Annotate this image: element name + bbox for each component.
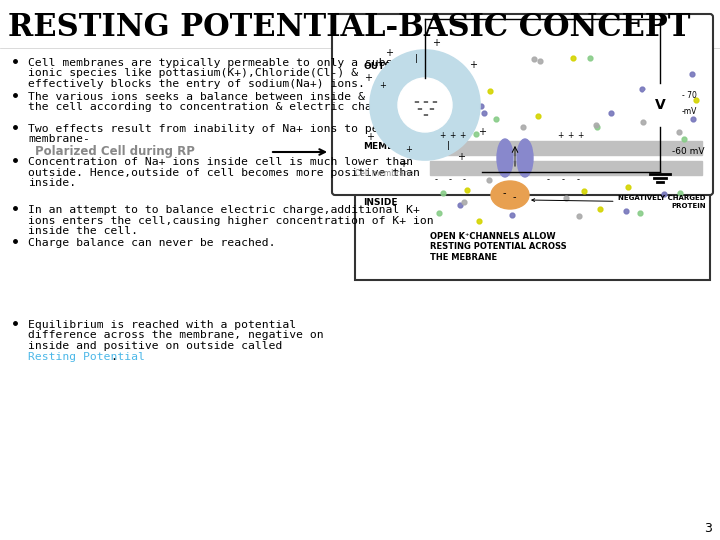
Text: +: + <box>400 159 408 169</box>
Text: +: + <box>557 131 563 140</box>
FancyBboxPatch shape <box>355 50 710 280</box>
Text: +: + <box>577 131 583 140</box>
Ellipse shape <box>491 181 529 209</box>
Text: In an attempt to to balance electric charge,additional K+: In an attempt to to balance electric cha… <box>28 205 420 215</box>
Text: V: V <box>654 98 665 112</box>
Text: .: . <box>110 352 117 361</box>
Text: +: + <box>366 132 374 141</box>
Text: +: + <box>459 131 465 140</box>
Text: inside the cell.: inside the cell. <box>28 226 138 236</box>
Text: +: + <box>469 59 477 70</box>
Bar <box>430 141 702 155</box>
Text: =: = <box>431 99 437 105</box>
Text: Charge balance can never be reached.: Charge balance can never be reached. <box>28 238 276 248</box>
Text: ions enters the cell,causing higher concentration of K+ ion: ions enters the cell,causing higher conc… <box>28 215 433 226</box>
Text: =: = <box>422 112 428 118</box>
Text: +: + <box>405 145 413 154</box>
Text: -: - <box>449 175 455 184</box>
Text: +: + <box>567 131 573 140</box>
Text: Equilibrium is reached with a potential: Equilibrium is reached with a potential <box>28 320 296 330</box>
Text: Two effects result from inability of Na+ ions to penetrate: Two effects result from inability of Na+… <box>28 124 427 134</box>
Text: RESTING POTENTIAL-BASIC CONCEPT: RESTING POTENTIAL-BASIC CONCEPT <box>8 12 690 43</box>
Text: inside.: inside. <box>28 178 76 188</box>
Text: =: = <box>428 106 434 112</box>
Text: MEMBRANE: MEMBRANE <box>363 142 422 151</box>
Text: Resting Potential: Resting Potential <box>28 352 145 361</box>
Ellipse shape <box>497 139 513 177</box>
Text: INSIDE: INSIDE <box>363 198 397 207</box>
Text: difference across the membrane, negative on: difference across the membrane, negative… <box>28 330 323 341</box>
Circle shape <box>398 78 452 132</box>
Text: Cell membranes are typically permeable to only a subset of: Cell membranes are typically permeable t… <box>28 58 427 68</box>
Text: inside and positive on outside called: inside and positive on outside called <box>28 341 282 351</box>
Text: effectively blocks the entry of sodium(Na+) ions.: effectively blocks the entry of sodium(N… <box>28 79 365 89</box>
Ellipse shape <box>517 139 533 177</box>
Text: outside. Hence,outside of cell becomes more positive than: outside. Hence,outside of cell becomes m… <box>28 167 420 178</box>
Text: +: + <box>457 152 465 161</box>
Text: -: - <box>547 175 553 184</box>
Text: -60 mV: -60 mV <box>672 146 705 156</box>
Text: The various ions seeks a balance between inside & outside: The various ions seeks a balance between… <box>28 92 420 102</box>
Bar <box>430 161 702 175</box>
Text: -: - <box>463 175 469 184</box>
Text: NEGATIVELY CHARGED
PROTEIN: NEGATIVELY CHARGED PROTEIN <box>532 195 706 208</box>
Text: +: + <box>432 38 440 48</box>
Text: +: + <box>379 80 386 90</box>
Text: |: | <box>447 141 450 150</box>
Circle shape <box>370 50 480 160</box>
Text: -: - <box>562 175 568 184</box>
Text: -: - <box>435 175 441 184</box>
Text: +: + <box>478 126 486 137</box>
Text: ionic species like pottasium(K+),Chloride(Cl-) &: ionic species like pottasium(K+),Chlorid… <box>28 69 358 78</box>
Text: +: + <box>364 73 372 83</box>
Text: membrane-: membrane- <box>28 134 90 145</box>
Text: =: = <box>413 99 419 105</box>
Text: =: = <box>416 106 422 112</box>
Text: -: - <box>503 188 509 198</box>
Text: +: + <box>385 49 393 58</box>
Text: Cell membrane: Cell membrane <box>355 169 413 178</box>
Text: +: + <box>449 131 455 140</box>
Text: 3: 3 <box>704 522 712 535</box>
FancyBboxPatch shape <box>332 14 713 195</box>
Text: +: + <box>438 131 445 140</box>
Text: the cell according to concentration & electric charge.: the cell according to concentration & el… <box>28 103 400 112</box>
Text: |: | <box>415 54 418 63</box>
Text: - 70: - 70 <box>682 91 697 100</box>
Text: Concentration of Na+ ions inside cell is much lower than: Concentration of Na+ ions inside cell is… <box>28 157 413 167</box>
Text: Polarized Cell during RP: Polarized Cell during RP <box>35 145 195 159</box>
Text: OUTSIDE: OUTSIDE <box>363 62 408 71</box>
Text: -: - <box>512 192 516 202</box>
Text: -: - <box>577 175 582 184</box>
Text: -mV: -mV <box>682 107 698 116</box>
Circle shape <box>640 85 680 125</box>
Text: =: = <box>422 99 428 105</box>
Text: OPEN K⁺CHANNELS ALLOW
RESTING POTENTIAL ACROSS
THE MEBRANE: OPEN K⁺CHANNELS ALLOW RESTING POTENTIAL … <box>430 232 567 262</box>
